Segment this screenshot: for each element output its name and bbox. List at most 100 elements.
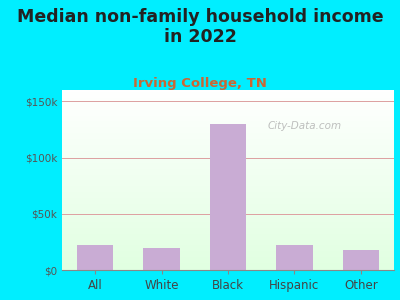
Bar [143, 248, 180, 270]
Bar [62, 156, 394, 157]
Bar [62, 234, 394, 235]
Bar [62, 107, 394, 108]
Bar [62, 196, 394, 197]
Bar [62, 222, 394, 223]
Bar [62, 98, 394, 100]
Text: Median non-family household income
in 2022: Median non-family household income in 20… [17, 8, 383, 46]
Bar [62, 179, 394, 180]
Bar [62, 180, 394, 181]
Bar [62, 220, 394, 221]
Bar [62, 221, 394, 222]
Bar [62, 136, 394, 137]
Bar [62, 192, 394, 193]
Bar [62, 191, 394, 192]
Bar [62, 158, 394, 160]
Bar [62, 241, 394, 242]
Bar [62, 226, 394, 227]
Bar [77, 245, 114, 270]
Bar [62, 193, 394, 194]
Bar [62, 197, 394, 198]
Bar [62, 143, 394, 144]
Bar [62, 122, 394, 124]
Bar [62, 110, 394, 112]
Bar [62, 96, 394, 97]
Bar [62, 151, 394, 152]
Bar [276, 245, 313, 270]
Bar [62, 167, 394, 168]
Bar [62, 252, 394, 253]
Bar [62, 172, 394, 173]
Bar [62, 211, 394, 212]
Bar [62, 108, 394, 109]
Bar [210, 124, 246, 270]
Bar [62, 176, 394, 178]
Bar [62, 185, 394, 186]
Bar [62, 132, 394, 133]
Bar [62, 258, 394, 259]
Bar [62, 184, 394, 185]
Bar [62, 227, 394, 228]
Bar [62, 160, 394, 161]
Bar [62, 260, 394, 262]
Bar [62, 118, 394, 119]
Bar [62, 146, 394, 148]
Bar [62, 116, 394, 118]
Bar [62, 217, 394, 218]
Bar [62, 229, 394, 230]
Bar [62, 235, 394, 236]
Bar [62, 247, 394, 248]
Bar [62, 128, 394, 130]
Bar [62, 103, 394, 104]
Bar [62, 92, 394, 94]
Bar [62, 245, 394, 246]
Text: Irving College, TN: Irving College, TN [133, 76, 267, 89]
Bar [62, 170, 394, 172]
Bar [62, 265, 394, 266]
Bar [62, 262, 394, 263]
Bar [62, 175, 394, 176]
Bar [62, 157, 394, 158]
Bar [62, 139, 394, 140]
Bar [62, 154, 394, 155]
Bar [62, 188, 394, 190]
Bar [62, 127, 394, 128]
Bar [62, 251, 394, 252]
Bar [62, 263, 394, 264]
Bar [62, 233, 394, 234]
Bar [62, 205, 394, 206]
Bar [62, 169, 394, 170]
Bar [62, 168, 394, 169]
Bar [62, 230, 394, 232]
Bar [62, 142, 394, 143]
Bar [62, 149, 394, 150]
Bar [62, 178, 394, 179]
Bar [62, 254, 394, 256]
Bar [62, 166, 394, 167]
Bar [62, 236, 394, 238]
Bar [62, 194, 394, 196]
Bar [62, 94, 394, 95]
Bar [62, 119, 394, 120]
Bar [62, 266, 394, 268]
Bar [62, 126, 394, 127]
Bar [62, 186, 394, 187]
Bar [62, 101, 394, 102]
Bar [62, 209, 394, 210]
Bar [62, 121, 394, 122]
Bar [62, 95, 394, 96]
Bar [62, 206, 394, 208]
Bar [62, 238, 394, 239]
Bar [62, 134, 394, 136]
Bar [62, 240, 394, 241]
Bar [62, 138, 394, 139]
Bar [62, 131, 394, 132]
Bar [62, 216, 394, 217]
Bar [62, 97, 394, 98]
Bar [62, 162, 394, 163]
Bar [62, 104, 394, 106]
Bar [62, 215, 394, 216]
Bar [62, 144, 394, 145]
Bar [62, 246, 394, 247]
Bar [62, 125, 394, 126]
Bar [62, 155, 394, 156]
